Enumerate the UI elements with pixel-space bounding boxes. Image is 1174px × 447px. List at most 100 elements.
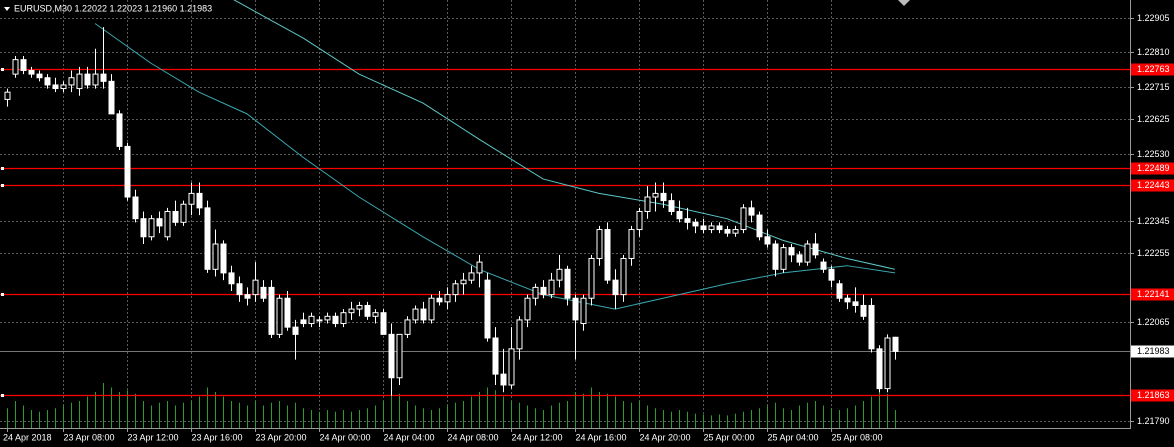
candle-body <box>724 229 731 234</box>
candle-body <box>356 304 363 310</box>
level-label: 1.22443 <box>1137 180 1170 190</box>
shift-marker[interactable] <box>898 0 910 6</box>
candle-body <box>60 84 67 90</box>
candle-body <box>796 254 803 263</box>
candle-body <box>316 319 323 322</box>
plot <box>0 0 1130 428</box>
candle-body <box>876 348 883 390</box>
candle-body <box>828 268 835 281</box>
candle-body <box>740 207 747 231</box>
candle-body <box>884 337 891 390</box>
candle-body <box>172 210 179 223</box>
candle-body <box>748 207 755 216</box>
candle-body <box>756 214 763 238</box>
x-tick-label: 24 Apr 04:00 <box>384 432 435 442</box>
candle-body <box>444 294 451 303</box>
x-tick-label: 24 Apr 12:00 <box>512 432 563 442</box>
candle-body <box>116 113 123 147</box>
candle-body <box>612 279 619 296</box>
candle-body <box>28 69 35 75</box>
candle-body <box>764 236 771 245</box>
level-marker <box>1 68 4 71</box>
candle-body <box>420 308 427 321</box>
candle-body <box>68 77 75 86</box>
y-tick-label: 1.22255 <box>1137 248 1170 258</box>
level-label-box <box>1131 179 1174 192</box>
x-tick-label: 25 Apr 04:00 <box>768 432 819 442</box>
x-tick-label: 25 Apr 08:00 <box>832 432 883 442</box>
level-marker <box>1 184 4 187</box>
candle-body <box>164 210 171 238</box>
x-tick-label: 25 Apr 00:00 <box>704 432 755 442</box>
candle-body <box>460 279 467 285</box>
candle-body <box>204 207 211 270</box>
candle-body <box>676 210 683 220</box>
candle-body <box>556 268 563 281</box>
candle-body <box>180 203 187 223</box>
candle-body <box>636 210 643 231</box>
candle-body <box>108 80 115 115</box>
candle-body <box>52 84 59 90</box>
y-tick-label: 1.22625 <box>1137 114 1170 124</box>
candle-body <box>452 283 459 296</box>
candle-body <box>268 286 275 335</box>
candle-body <box>244 294 251 299</box>
candle-body <box>196 192 203 209</box>
candle-body <box>788 247 795 256</box>
candle-body <box>572 297 579 321</box>
candle-body <box>604 229 611 281</box>
candle-body <box>36 73 43 79</box>
current-price-box <box>1131 345 1174 358</box>
candle-body <box>580 297 587 325</box>
candle-body <box>100 73 107 82</box>
candle-body <box>732 229 739 234</box>
candle-body <box>588 257 595 299</box>
symbol-menu-arrow[interactable] <box>4 7 10 11</box>
moving-average <box>233 0 896 270</box>
candle-body <box>260 286 267 299</box>
x-tick-label: 23 Apr 16:00 <box>192 432 243 442</box>
candle-body <box>436 297 443 303</box>
candle-body <box>652 192 659 198</box>
level-marker <box>1 167 4 170</box>
candle-body <box>308 315 315 325</box>
candle-body <box>148 218 155 238</box>
level-label: 1.21863 <box>1137 390 1170 400</box>
candle-body <box>620 257 627 296</box>
candle-body <box>212 243 219 270</box>
candle-body <box>412 308 419 321</box>
candle-body <box>364 304 371 317</box>
level-marker <box>1 293 4 296</box>
candle-body <box>548 279 555 296</box>
candle-body <box>852 301 859 306</box>
level-label-box <box>1131 162 1174 175</box>
x-tick-label: 23 Apr 08:00 <box>64 432 115 442</box>
grid <box>0 0 1130 428</box>
candle-body <box>372 312 379 317</box>
candle-body <box>700 225 707 231</box>
candle-body <box>220 243 227 274</box>
candle-body <box>12 59 19 75</box>
candle-body <box>44 77 51 86</box>
candle-body <box>228 272 235 285</box>
candle-body <box>188 192 195 205</box>
y-tick-label: 1.22530 <box>1137 149 1170 159</box>
candle-body <box>396 333 403 379</box>
candle-body <box>132 196 139 220</box>
candle-body <box>492 337 499 375</box>
level-label: 1.22763 <box>1137 64 1170 74</box>
candle-body <box>868 304 875 350</box>
candle-body <box>684 218 691 223</box>
x-tick-label: 24 Apr 16:00 <box>576 432 627 442</box>
x-tick-label: 24 Apr 2018 <box>3 432 52 442</box>
candle-body <box>156 218 163 227</box>
candle-body <box>124 145 131 198</box>
candle-body <box>380 312 387 335</box>
candle-body <box>388 333 395 379</box>
candle-body <box>292 326 299 335</box>
level-label: 1.22141 <box>1137 289 1170 299</box>
candle-body <box>276 297 283 335</box>
candle-body <box>140 218 147 238</box>
candle-body <box>508 348 515 386</box>
